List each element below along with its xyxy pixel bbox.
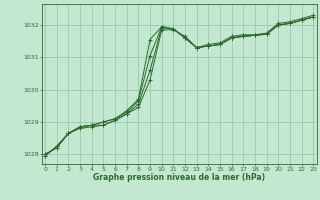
X-axis label: Graphe pression niveau de la mer (hPa): Graphe pression niveau de la mer (hPa) [93,173,265,182]
